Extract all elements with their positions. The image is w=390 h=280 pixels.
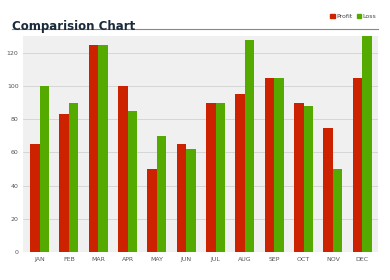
Bar — [294, 103, 303, 252]
Bar — [69, 103, 78, 252]
Bar — [147, 169, 157, 252]
Bar — [128, 111, 137, 252]
Bar — [245, 40, 254, 252]
Bar — [265, 78, 274, 252]
Bar — [30, 144, 39, 252]
Text: Comparision Chart: Comparision Chart — [12, 20, 135, 32]
Bar — [157, 136, 166, 252]
Bar — [89, 45, 98, 252]
Bar — [323, 128, 333, 252]
Bar — [186, 149, 195, 252]
Bar — [98, 45, 108, 252]
Bar — [177, 144, 186, 252]
Bar — [362, 3, 372, 252]
Bar — [333, 169, 342, 252]
Bar — [206, 103, 216, 252]
Bar — [118, 86, 128, 252]
Bar — [274, 78, 284, 252]
Bar — [60, 114, 69, 252]
Bar — [236, 94, 245, 252]
Bar — [353, 78, 362, 252]
Bar — [216, 103, 225, 252]
Bar — [39, 86, 49, 252]
Legend: Profit, Loss: Profit, Loss — [328, 11, 379, 22]
Bar — [303, 106, 313, 252]
